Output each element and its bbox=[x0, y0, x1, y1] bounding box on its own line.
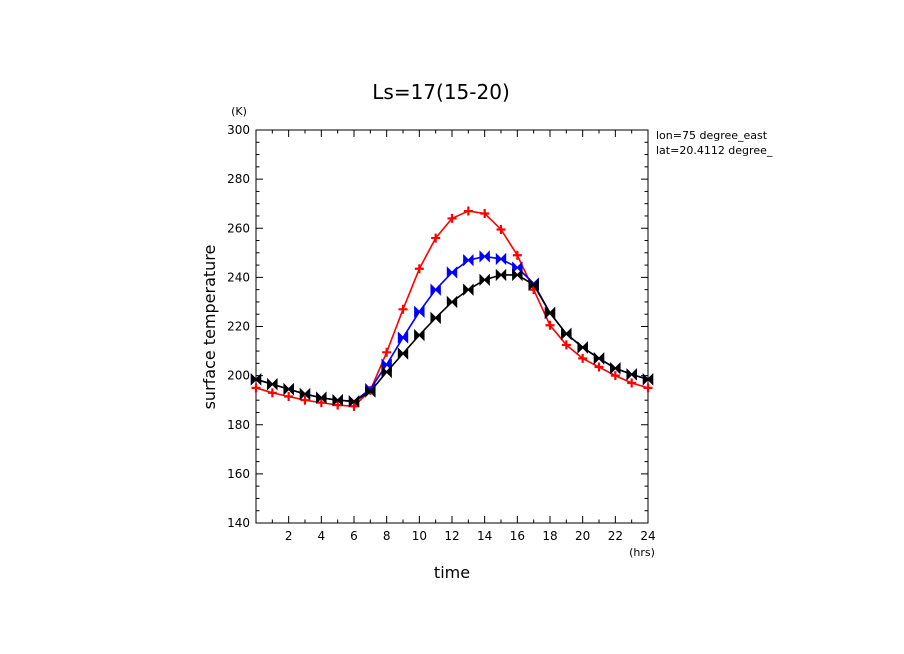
series-marker-0 bbox=[496, 224, 506, 234]
series-marker-0 bbox=[480, 209, 490, 219]
y-tick-label: 160 bbox=[227, 467, 250, 481]
series-marker-0 bbox=[267, 388, 277, 398]
series-marker-0 bbox=[561, 340, 571, 350]
series-marker-2 bbox=[250, 373, 262, 386]
series-marker-2 bbox=[626, 368, 637, 381]
series-marker-0 bbox=[594, 362, 604, 372]
series-marker-2 bbox=[332, 393, 343, 407]
annotation-lat: lat=20.4112 degree_ bbox=[656, 144, 773, 157]
series-marker-2 bbox=[577, 341, 588, 354]
series-marker-0 bbox=[463, 206, 473, 216]
series-marker-0 bbox=[643, 383, 653, 393]
series-marker-2 bbox=[479, 273, 490, 287]
series-marker-1 bbox=[381, 358, 392, 371]
series-marker-2 bbox=[283, 382, 294, 396]
series-marker-1 bbox=[463, 253, 474, 267]
x-tick-label: 4 bbox=[318, 529, 326, 543]
series-marker-0 bbox=[447, 213, 457, 223]
series-marker-2 bbox=[299, 387, 311, 401]
series-marker-0 bbox=[284, 392, 294, 402]
series-marker-1 bbox=[446, 266, 458, 279]
x-tick-label: 6 bbox=[350, 529, 358, 543]
series-marker-2 bbox=[610, 362, 621, 375]
series-marker-2 bbox=[381, 365, 392, 379]
series-marker-1 bbox=[495, 252, 507, 266]
series-marker-0 bbox=[300, 395, 310, 405]
x-tick-label: 12 bbox=[444, 529, 459, 543]
series-marker-2 bbox=[528, 278, 539, 291]
series-marker-0 bbox=[251, 383, 261, 393]
series-marker-2 bbox=[495, 268, 507, 282]
series-marker-1 bbox=[479, 250, 490, 263]
series-marker-0 bbox=[398, 304, 408, 314]
series-marker-0 bbox=[512, 250, 522, 260]
series-marker-0 bbox=[578, 353, 588, 363]
x-tick-label: 20 bbox=[575, 529, 590, 543]
series-marker-1 bbox=[512, 261, 523, 274]
y-tick-label: 280 bbox=[227, 172, 250, 186]
x-tick-label: 14 bbox=[477, 529, 492, 543]
x-tick-label: 16 bbox=[510, 529, 525, 543]
annotation-lon: lon=75 degree_east bbox=[656, 129, 768, 142]
series-marker-1 bbox=[430, 283, 441, 296]
series-marker-0 bbox=[333, 400, 343, 410]
series-marker-0 bbox=[382, 347, 392, 357]
x-axis-label: time bbox=[434, 563, 470, 582]
y-axis-label: surface temperature bbox=[200, 245, 219, 410]
series-marker-2 bbox=[414, 328, 425, 342]
series-marker-2 bbox=[365, 385, 376, 398]
series-marker-1 bbox=[414, 305, 425, 318]
y-tick-label: 140 bbox=[227, 516, 250, 530]
chart-title: Ls=17(15-20) bbox=[372, 80, 510, 104]
y-tick-label: 200 bbox=[227, 369, 250, 383]
series-line-1 bbox=[255, 255, 649, 403]
y-tick-label: 260 bbox=[227, 221, 250, 235]
series-marker-2 bbox=[316, 391, 327, 404]
series-marker-2 bbox=[430, 311, 441, 325]
series-marker-0 bbox=[545, 320, 555, 330]
series-marker-2 bbox=[446, 295, 458, 309]
series-line-0 bbox=[255, 210, 649, 408]
series-marker-2 bbox=[348, 395, 360, 408]
x-unit: (hrs) bbox=[629, 546, 655, 559]
series-marker-2 bbox=[561, 327, 572, 341]
y-tick-label: 300 bbox=[227, 123, 250, 137]
series-marker-0 bbox=[610, 371, 620, 381]
series-marker-1 bbox=[397, 331, 409, 344]
y-tick-label: 240 bbox=[227, 270, 250, 284]
series-marker-0 bbox=[431, 233, 441, 243]
x-tick-label: 2 bbox=[285, 529, 293, 543]
series-marker-2 bbox=[642, 373, 654, 386]
x-tick-label: 10 bbox=[412, 529, 427, 543]
series-marker-0 bbox=[414, 264, 424, 274]
plot-frame bbox=[255, 129, 649, 524]
series-marker-2 bbox=[544, 306, 556, 320]
y-tick-label: 180 bbox=[227, 418, 250, 432]
y-unit: (K) bbox=[231, 105, 247, 118]
x-tick-label: 18 bbox=[542, 529, 557, 543]
series-marker-0 bbox=[349, 401, 359, 411]
series-marker-2 bbox=[463, 283, 474, 296]
x-tick-label: 8 bbox=[383, 529, 391, 543]
y-tick-label: 220 bbox=[227, 320, 250, 334]
x-tick-label: 24 bbox=[640, 529, 655, 543]
series-marker-0 bbox=[627, 378, 637, 388]
x-tick-label: 22 bbox=[608, 529, 623, 543]
series-marker-2 bbox=[593, 352, 605, 365]
series-marker-2 bbox=[512, 268, 523, 282]
series-line-2 bbox=[255, 274, 649, 403]
series-marker-2 bbox=[267, 378, 278, 391]
series-marker-2 bbox=[397, 347, 409, 360]
series-marker-0 bbox=[316, 398, 326, 408]
